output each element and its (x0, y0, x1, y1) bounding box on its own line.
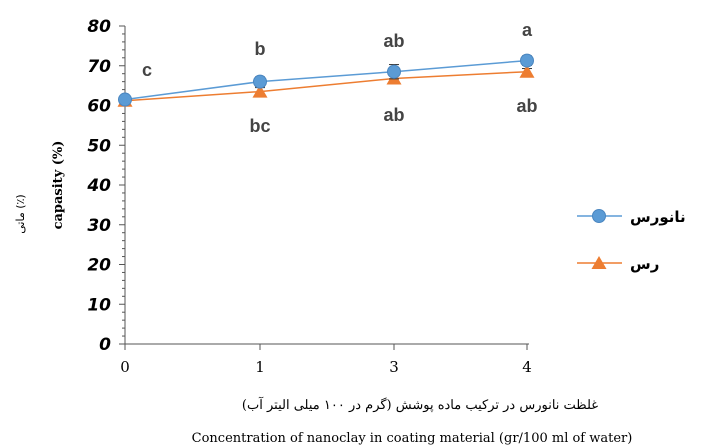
legend-label-clay: رس (630, 255, 659, 273)
x-tick-label: 4 (522, 358, 532, 376)
labels-layer: 0 10 20 30 40 50 60 70 80 0 1 3 4 b ab a c bc ab ab (86, 17, 537, 376)
data-point-clay (252, 84, 268, 98)
axes-layer (119, 25, 529, 350)
legend-label-nanoclay: نانورس (630, 208, 686, 226)
data-point-nanoclay (387, 64, 401, 79)
y-tick-label: 30 (87, 216, 111, 236)
data-label-clay: bc (249, 116, 270, 136)
data-point-nanoclay (253, 74, 267, 89)
y-tick-label: 10 (87, 295, 111, 315)
data-label-nanoclay: b (255, 39, 266, 59)
series-line-clay (124, 70, 528, 102)
data-label-nanoclay: a (522, 20, 533, 40)
y-tick-label: 70 (87, 57, 111, 77)
x-tick-label: 0 (120, 358, 130, 376)
y-tick-label: 60 (87, 97, 111, 117)
data-label-clay: ab (516, 96, 537, 116)
x-axis-label-english: Concentration of nanoclay in coating mat… (192, 431, 633, 446)
legend: نانورس رس (577, 208, 686, 273)
y-axis-label-persian: ماتی (٪) (14, 194, 27, 233)
y-tick-label: 0 (99, 335, 111, 355)
y-tick-label: 40 (86, 176, 111, 196)
data-label-nanoclay: ab (383, 31, 404, 51)
y-axis-label: capasity (%) (51, 141, 66, 230)
x-tick-label: 3 (389, 358, 399, 376)
data-label-clay: c (142, 60, 152, 80)
data-point-nanoclay (520, 53, 534, 68)
data-point-nanoclay (118, 92, 132, 107)
data-label-clay: ab (383, 105, 404, 125)
data-point-clay (519, 64, 535, 78)
legend-marker-clay (591, 256, 607, 269)
x-tick-label: 1 (255, 358, 265, 376)
series-layer (117, 53, 535, 107)
legend-marker-nanoclay (592, 209, 606, 223)
y-tick-label: 50 (87, 136, 111, 156)
y-tick-label: 20 (87, 256, 111, 276)
x-axis-label-persian: غلظت نانورس در ترکیب ماده پوشش (گرم در ۱… (242, 396, 598, 413)
y-tick-label: 80 (87, 17, 111, 37)
series-line-nanoclay (124, 59, 528, 101)
